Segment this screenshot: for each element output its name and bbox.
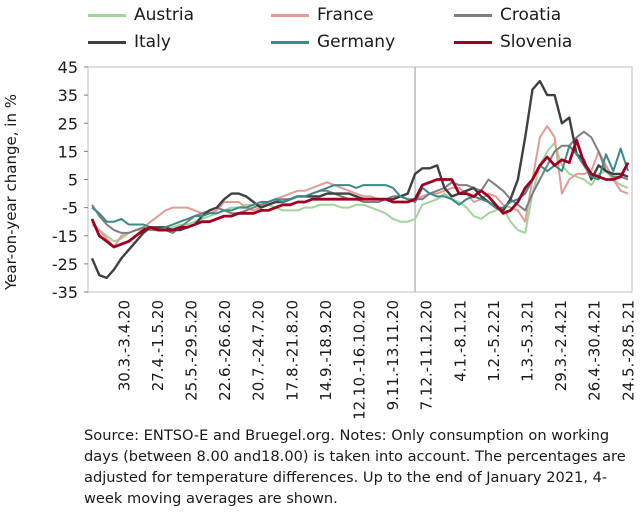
legend-swatch-germany [271, 40, 309, 44]
legend-label-italy: Italy [134, 32, 171, 52]
legend-item-slovenia: Slovenia [454, 29, 572, 55]
x-tick-label: 22.6.-26.6.20 [216, 300, 234, 401]
legend-swatch-croatia [454, 13, 492, 17]
legend-swatch-slovenia [454, 40, 492, 44]
legend-swatch-france [271, 13, 309, 17]
y-tick-label: 45 [58, 58, 78, 77]
x-tick-label: 4.1.-8.1.21 [451, 300, 469, 382]
x-tick-label: 29.3.-2.4.21 [552, 300, 570, 391]
x-tick-label: 12.10.-16.10.20 [350, 300, 368, 420]
y-tick-label: 5 [68, 171, 78, 190]
series-line-italy [90, 79, 629, 280]
y-tick-label: 15 [58, 142, 78, 161]
y-axis-label: Year-on-year change, in % [2, 94, 20, 290]
legend-item-italy: Italy [88, 29, 171, 55]
x-tick-label: 1.2.-5.2.21 [485, 300, 503, 382]
y-tick-label: -5 [62, 199, 78, 218]
x-tick-label: 24.5.-28.5.21 [619, 300, 637, 401]
series-line-france [91, 125, 629, 248]
legend-item-germany: Germany [271, 29, 395, 55]
x-tick-label: 1.3.-5.3.21 [518, 300, 536, 382]
legend-swatch-austria [88, 13, 126, 17]
legend-swatch-italy [88, 40, 126, 44]
series-line-croatia [91, 130, 629, 234]
x-tick-label: 30.3.-3.4.20 [115, 300, 133, 391]
y-tick-label: -15 [52, 227, 78, 246]
y-tick-label: -25 [52, 255, 78, 274]
legend-label-germany: Germany [317, 32, 396, 52]
x-tick-label: 9.11.-13.11.20 [384, 300, 402, 410]
x-tick-label: 7.12.-11.12.20 [418, 300, 436, 410]
y-tick-label: 25 [58, 114, 78, 133]
x-tick-label: 27.4.-1.5.20 [149, 300, 167, 391]
series-line-slovenia [90, 138, 630, 249]
source-note: Source: ENTSO-E and Bruegel.org. Notes: … [84, 427, 626, 507]
x-tick-label: 17.8.-21.8.20 [283, 300, 301, 401]
y-tick-label: -35 [52, 283, 78, 302]
chart-legend: Austria France Croatia Italy Germany Slo… [86, 2, 636, 54]
x-tick-label: 25.5.-29.5.20 [182, 300, 200, 401]
legend-item-croatia: Croatia [454, 2, 561, 28]
legend-label-france: France [317, 5, 374, 25]
legend-label-austria: Austria [134, 5, 195, 25]
x-tick-label: 20.7.-24.7.20 [250, 300, 268, 401]
legend-item-austria: Austria [88, 2, 194, 28]
y-tick-label: 35 [58, 86, 78, 105]
legend-label-slovenia: Slovenia [500, 32, 573, 52]
legend-item-france: France [271, 2, 374, 28]
x-tick-label: 14.9.-18.9.20 [317, 300, 335, 401]
x-tick-label: 26.4.-30.4.21 [586, 300, 604, 401]
legend-label-croatia: Croatia [500, 5, 562, 25]
plot-area [87, 66, 633, 293]
